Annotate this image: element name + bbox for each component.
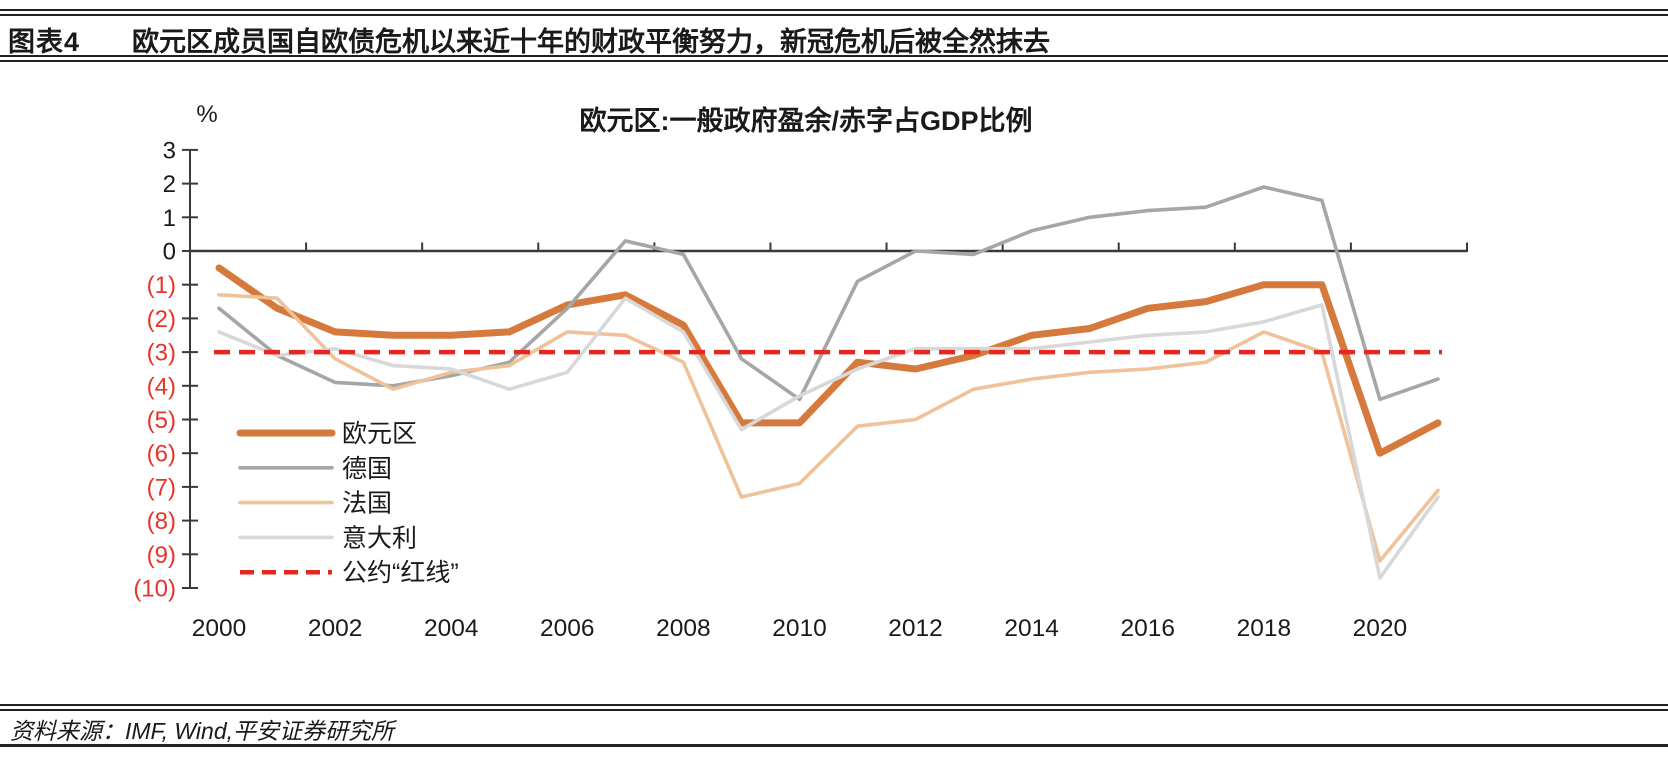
series-line-3 (217, 296, 1440, 580)
x-tick-label: 2016 (1120, 615, 1175, 642)
y-tick-label: (3) (147, 340, 176, 367)
header-bottom-rule (0, 55, 1668, 62)
figure-title: 欧元区成员国自欧债危机以来近十年的财政平衡努力，新冠危机后被全然抹去 (132, 27, 1051, 57)
x-tick-label: 2000 (192, 615, 247, 642)
y-tick-label: (1) (147, 272, 176, 299)
x-tick-label: 2012 (888, 615, 943, 642)
header: 图表4 欧元区成员国自欧债危机以来近十年的财政平衡努力，新冠危机后被全然抹去 (8, 20, 1050, 59)
x-tick-label: 2006 (540, 615, 595, 642)
legend-label: 公约“红线” (342, 559, 459, 587)
y-tick-label: (6) (147, 441, 176, 468)
y-tick-label: 2 (163, 171, 176, 198)
series-line-0 (215, 264, 1442, 457)
legend-label: 德国 (342, 455, 392, 483)
x-tick-label: 2018 (1237, 615, 1292, 642)
x-tick-label: 2010 (772, 615, 827, 642)
x-tick-label: 2020 (1353, 615, 1408, 642)
y-tick-label: (8) (147, 508, 176, 535)
footer-top-rule (0, 704, 1668, 711)
y-tick-label: (10) (133, 576, 176, 603)
legend-label: 意大利 (342, 524, 417, 552)
y-tick-label: (4) (147, 373, 176, 400)
y-tick-label: 1 (163, 205, 176, 232)
source-note: 资料来源：IMF, Wind,平安证券研究所 (10, 718, 395, 744)
footer-bottom-rule (0, 744, 1668, 747)
x-tick-label: 2004 (424, 615, 479, 642)
figure-tag: 图表4 (8, 27, 81, 57)
y-tick-label: 0 (163, 239, 176, 266)
x-tick-label: 2008 (656, 615, 711, 642)
y-unit-label: % (196, 101, 217, 128)
y-tick-label: (5) (147, 407, 176, 434)
chart-title: 欧元区:一般政府盈余/赤字占GDP比例 (579, 105, 1032, 136)
legend-label: 法国 (342, 490, 392, 518)
y-tick-label: (9) (147, 542, 176, 569)
header-top-rule (0, 9, 1668, 16)
y-tick-label: (2) (147, 306, 176, 333)
y-tick-label: 3 (163, 137, 176, 164)
x-tick-label: 2014 (1004, 615, 1059, 642)
x-tick-label: 2002 (308, 615, 363, 642)
legend-label: 欧元区 (342, 420, 417, 448)
series-line-2 (217, 292, 1440, 563)
y-tick-label: (7) (147, 474, 176, 501)
